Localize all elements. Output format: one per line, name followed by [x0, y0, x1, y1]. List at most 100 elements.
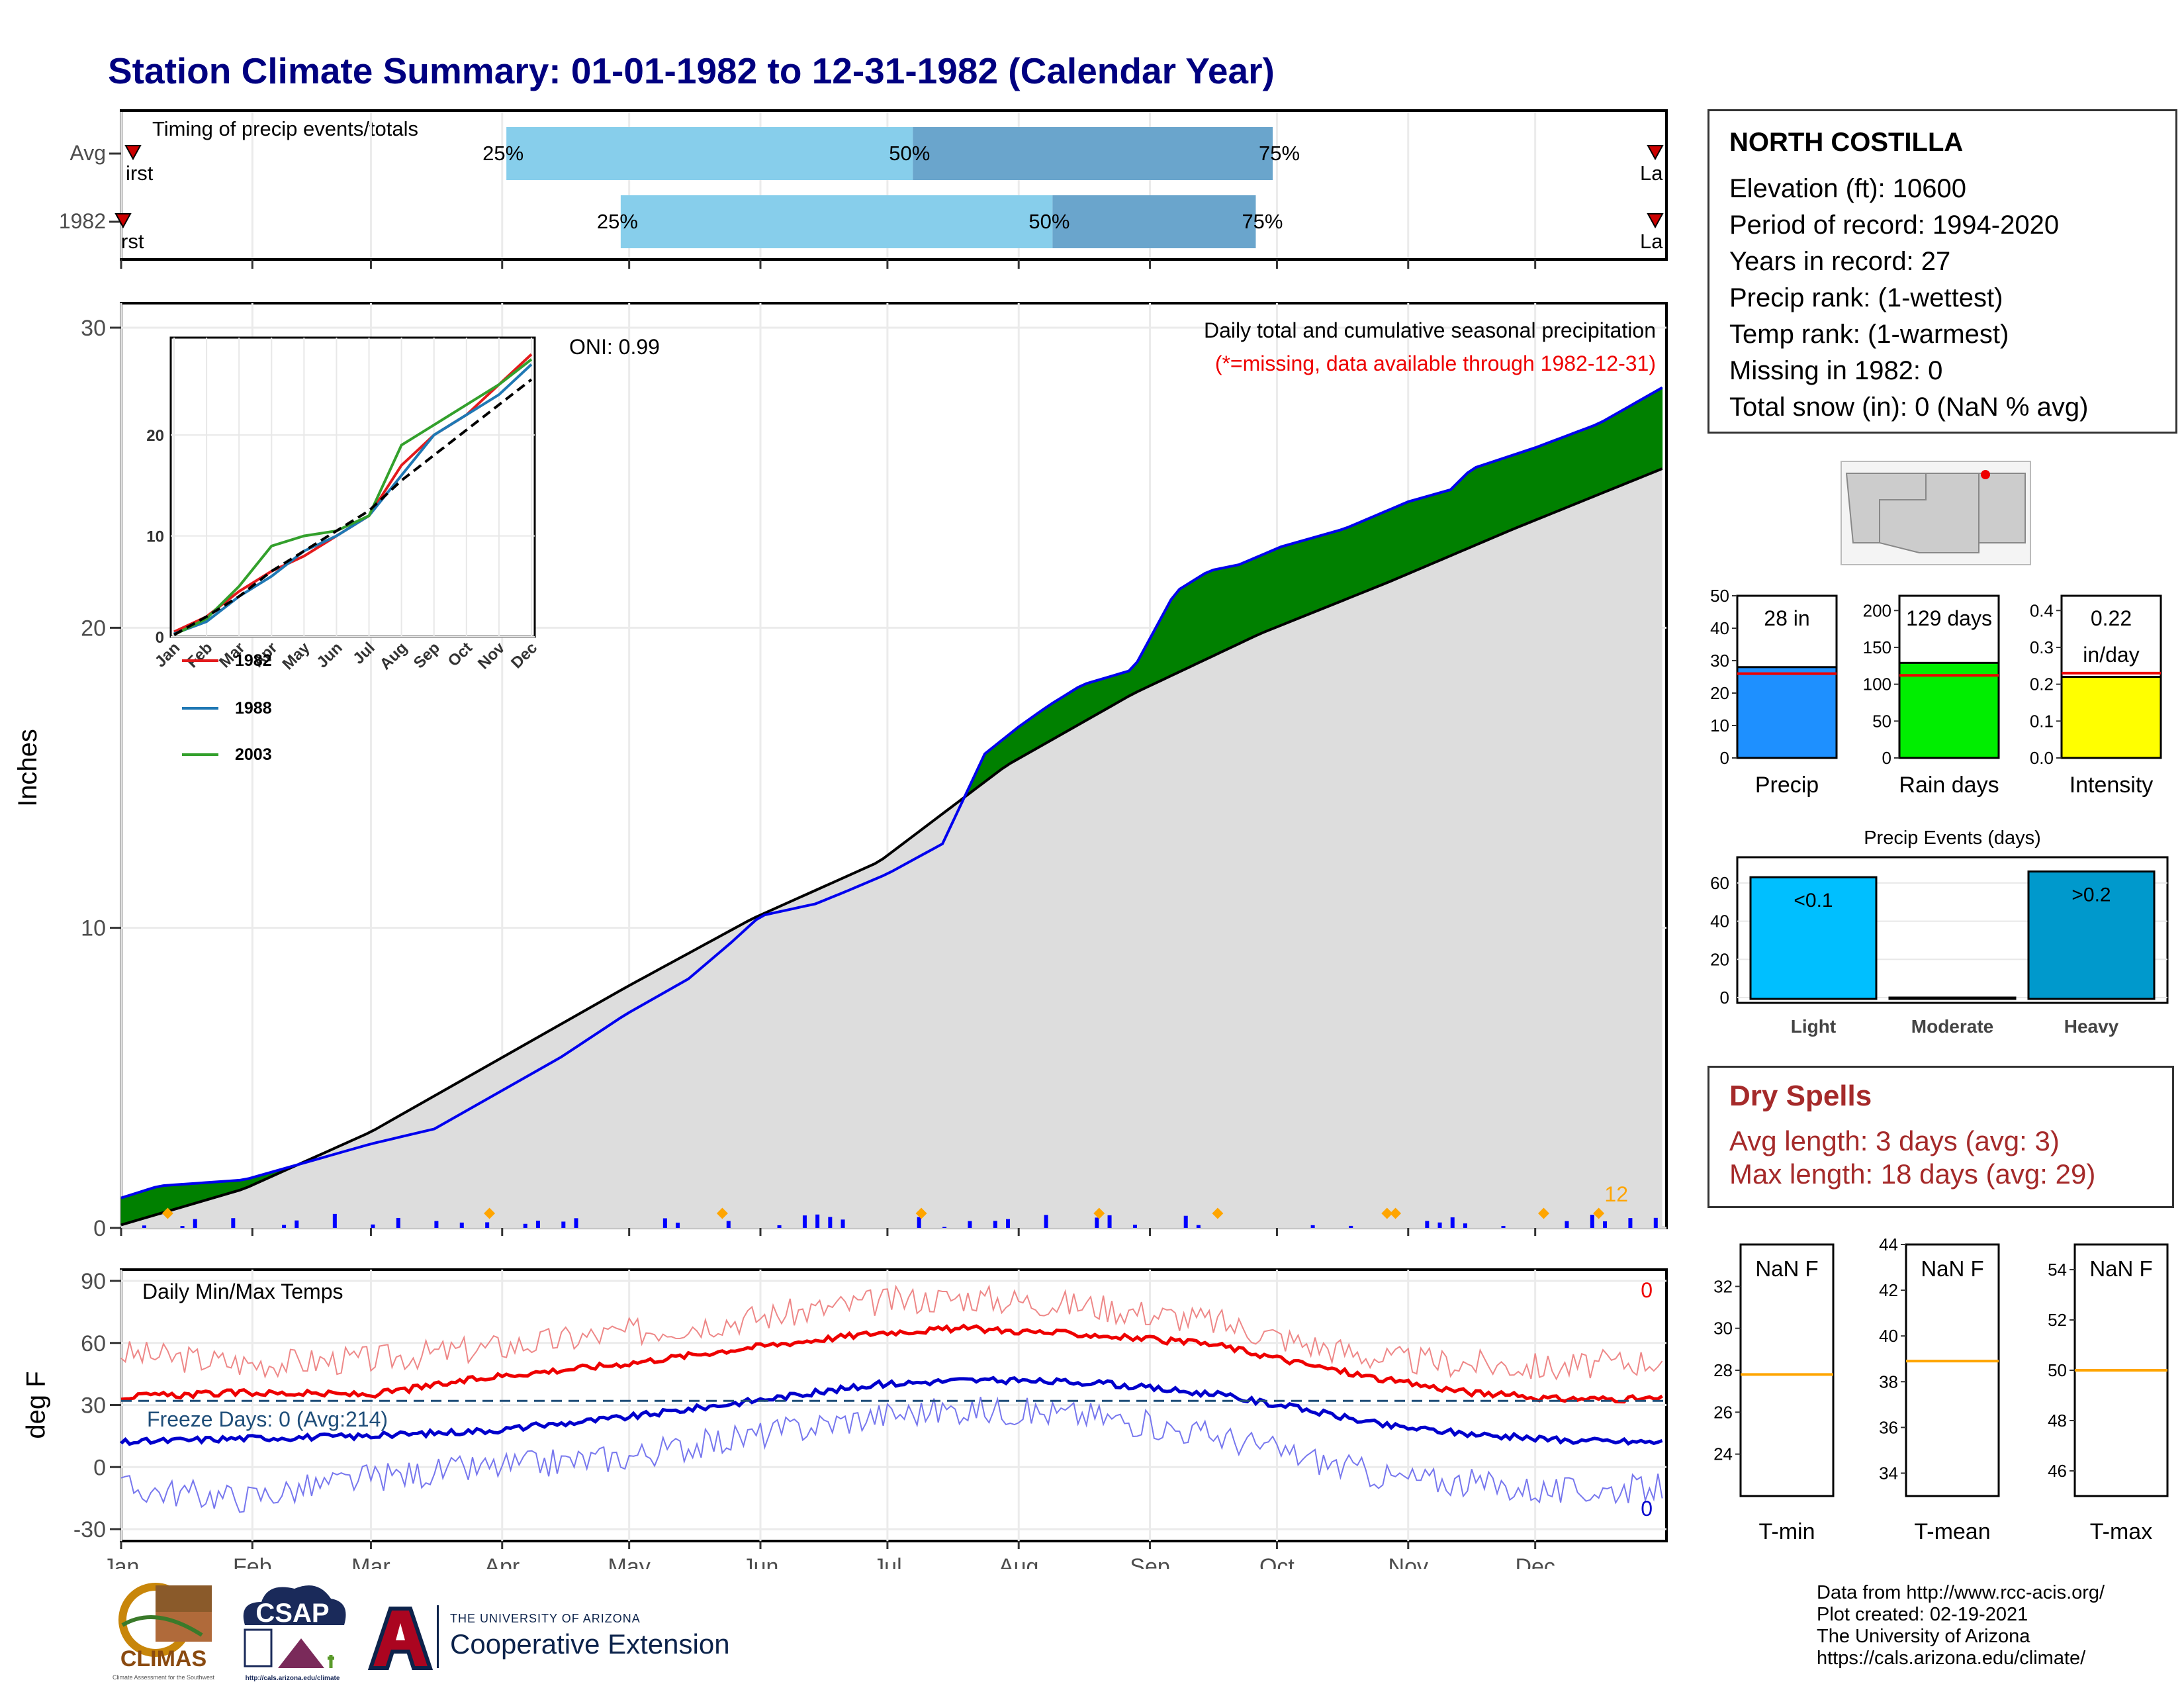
- min-count: 0: [1641, 1497, 1653, 1521]
- temp-summary-category-label: T-max: [2090, 1519, 2152, 1544]
- temp-summary-ytick-label: 32: [1713, 1276, 1733, 1296]
- difference-band: [1272, 546, 1282, 630]
- difference-band: [1484, 461, 1494, 542]
- daily-precip-bar: [459, 1222, 464, 1228]
- difference-band: [1509, 453, 1519, 532]
- difference-band: [1069, 686, 1079, 731]
- temp-summary-ytick-label: 36: [1879, 1417, 1898, 1437]
- difference-band: [1645, 392, 1655, 477]
- difference-band: [1171, 588, 1180, 677]
- temp-summary-ytick-label: 34: [1879, 1463, 1898, 1483]
- station-info-line: Temp rank: (1-warmest): [1729, 320, 2009, 349]
- last-label: La: [1640, 162, 1663, 185]
- difference-band: [1196, 573, 1206, 665]
- timing-label: Timing of precip events/totals: [152, 117, 418, 140]
- summary-value-label: 129 days: [1906, 606, 1992, 630]
- temp-summary-ytick-label: 26: [1713, 1402, 1733, 1422]
- temp-summary-ytick-label: 38: [1879, 1372, 1898, 1391]
- daily-precip-bar: [1132, 1225, 1137, 1228]
- daily-precip-bar: [1044, 1215, 1048, 1228]
- difference-band: [1365, 515, 1375, 592]
- temp-summary-ytick-label: 54: [2048, 1260, 2067, 1280]
- timing-bar-q2: [1052, 195, 1256, 248]
- month-label: Apr: [484, 1554, 520, 1569]
- daily-precip-bar: [1006, 1219, 1011, 1228]
- month-label: Dec: [1515, 1554, 1555, 1569]
- events-bar: [1888, 996, 2017, 1000]
- difference-band: [1653, 387, 1663, 473]
- station-info-line: Elevation (ft): 10600: [1729, 174, 1966, 203]
- events-category-label: Moderate: [1911, 1016, 1993, 1037]
- dry-spells-max: Max length: 18 days (avg: 29): [1729, 1158, 2096, 1190]
- difference-band: [1475, 464, 1485, 545]
- heavy-event-marker: [1537, 1207, 1549, 1219]
- heavy-event-marker: [1381, 1207, 1393, 1219]
- difference-band: [154, 1185, 164, 1216]
- difference-band: [1441, 489, 1451, 560]
- temp-ytick-label: 30: [81, 1393, 106, 1419]
- temp-summary-bars: 24 26 28 30 32 NaN F T-min 34 36 38 40 42 44 NaN F T-m…: [1713, 1235, 2169, 1544]
- daily-precip-bar: [1349, 1225, 1353, 1228]
- daily-precip-bar: [1196, 1225, 1201, 1228]
- inset-ytick-label: 10: [146, 528, 164, 546]
- temp-summary-value-label: NaN F: [2089, 1256, 2152, 1281]
- difference-band: [1281, 543, 1291, 626]
- difference-band: [1526, 447, 1536, 524]
- dry-spells-box: Dry Spells Avg length: 3 days (avg: 3) M…: [1707, 1066, 2174, 1208]
- csap-logo-text: CSAP: [255, 1599, 329, 1628]
- daily-precip-bar: [662, 1218, 667, 1228]
- main-ytick-label: 10: [81, 916, 106, 941]
- heavy-event-marker: [1093, 1207, 1105, 1219]
- daily-precip-bar: [1183, 1215, 1188, 1228]
- first-label: rst: [121, 230, 144, 253]
- difference-band: [1577, 428, 1586, 504]
- difference-band: [1323, 532, 1333, 609]
- daily-precip-bar: [485, 1222, 490, 1228]
- daily-precip-bar: [802, 1215, 807, 1228]
- events-bar: [1749, 876, 1878, 1000]
- difference-band: [1348, 522, 1358, 599]
- temp-summary-ytick-label: 42: [1879, 1280, 1898, 1300]
- obs-cumulative-line: [120, 386, 1663, 1199]
- summary-ytick-label: 0.0: [2030, 748, 2054, 768]
- count-label: 12: [1604, 1182, 1628, 1206]
- main-desc: Daily total and cumulative seasonal prec…: [1204, 318, 1656, 342]
- summary-ytick-label: 100: [1863, 675, 1891, 694]
- summary-ytick-label: 30: [1710, 651, 1729, 671]
- timing-pct-label: 75%: [1242, 210, 1283, 233]
- inset-series-line: [173, 363, 533, 635]
- difference-band: [1289, 541, 1298, 623]
- difference-band: [1501, 455, 1510, 535]
- difference-band: [1467, 467, 1477, 549]
- daily-precip-bar: [1425, 1221, 1430, 1228]
- timing-pct-label: 25%: [482, 142, 523, 165]
- summary-value-label: in/day: [2083, 643, 2139, 667]
- daily-temp-line: [120, 1396, 1663, 1513]
- events-category-label: Light: [1791, 1016, 1836, 1037]
- station-info-line: Precip rank: (1-wettest): [1729, 283, 2003, 312]
- difference-band: [1060, 692, 1070, 735]
- daily-precip-bar: [1501, 1225, 1506, 1228]
- difference-band: [1297, 539, 1307, 620]
- daily-precip-bar: [993, 1221, 997, 1228]
- events-title: Precip Events (days): [1864, 827, 2041, 849]
- difference-band: [1543, 440, 1553, 518]
- daily-precip-bar: [523, 1223, 527, 1228]
- inset-series-line: [173, 378, 533, 636]
- timing-row-label: 1982: [59, 209, 106, 233]
- difference-band: [171, 1184, 181, 1211]
- station-name: NORTH COSTILLA: [1729, 128, 1964, 157]
- temp-ytick-label: 90: [81, 1269, 106, 1294]
- difference-band: [1340, 526, 1349, 602]
- max-count: 0: [1641, 1278, 1653, 1302]
- events-ytick-label: 0: [1720, 988, 1729, 1008]
- difference-band: [1238, 560, 1248, 645]
- daily-precip-bar: [434, 1221, 439, 1228]
- summary-value-label: 28 in: [1764, 606, 1809, 630]
- first-label: irst: [126, 162, 154, 185]
- difference-band: [1459, 472, 1468, 553]
- temp-summary-ytick-label: 52: [2048, 1310, 2067, 1330]
- summary-ytick-label: 10: [1710, 716, 1729, 735]
- timing-bar-q2: [913, 127, 1273, 180]
- events-ytick-label: 20: [1710, 949, 1729, 969]
